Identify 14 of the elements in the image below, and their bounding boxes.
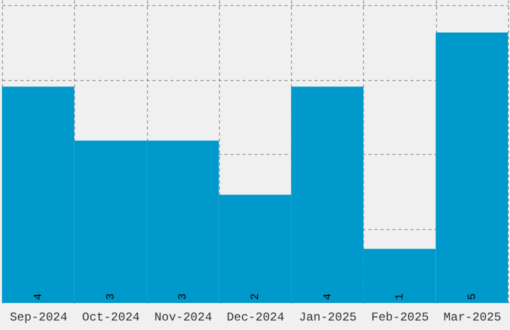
data-label: 2	[250, 293, 262, 300]
data-label: 1	[394, 293, 407, 300]
data-label: 3	[178, 293, 190, 300]
x-tick-label: Jan-2025	[298, 310, 357, 324]
data-label: 5	[466, 293, 479, 300]
data-label: 4	[322, 293, 334, 300]
data-label: 3	[105, 293, 118, 300]
x-tick-label: Sep-2024	[10, 310, 68, 324]
data-label: 4	[33, 293, 46, 300]
x-tick-label: Nov-2024	[154, 310, 212, 324]
x-tick-label: Dec-2024	[226, 310, 284, 324]
x-tick-label: Mar-2025	[444, 310, 502, 324]
x-tick-label: Oct-2024	[82, 310, 140, 324]
x-tick-label: Feb-2025	[371, 310, 429, 324]
